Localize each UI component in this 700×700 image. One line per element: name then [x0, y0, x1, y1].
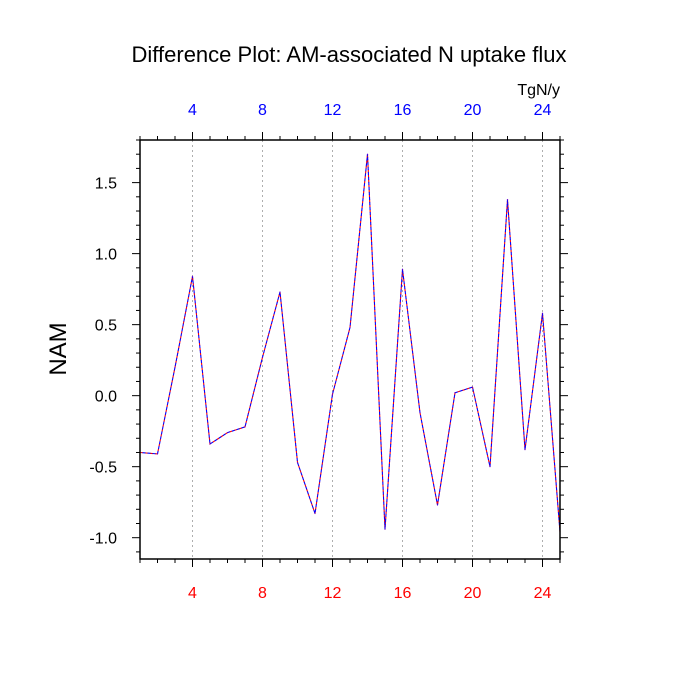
- data-point: [331, 393, 334, 395]
- tick-labels: 4 4 8 8 12 12 16 16 20 20 24 24 -1.0 -0.5 0.0 0.5 1.0 1.5: [89, 102, 551, 602]
- series-line-red: [139, 154, 561, 533]
- data-point: [384, 528, 386, 530]
- data-point: [156, 453, 159, 455]
- data-point: [296, 461, 299, 464]
- series: [139, 153, 561, 533]
- data-point: [244, 426, 246, 428]
- x-tick-label-bottom: 8: [258, 585, 267, 602]
- x-tick-label-bottom: 20: [464, 585, 482, 602]
- data-point: [436, 504, 439, 506]
- axis-ticks: [132, 132, 568, 567]
- plot-frame: [139, 139, 561, 560]
- data-point: [471, 386, 474, 388]
- units-label: TgN/y: [517, 82, 560, 99]
- data-point: [226, 431, 229, 434]
- x-tick-label-top: 20: [464, 102, 482, 119]
- data-point: [541, 312, 544, 314]
- x-tick-label-top: 8: [258, 102, 267, 119]
- data-point: [191, 275, 194, 277]
- data-point: [489, 466, 491, 468]
- data-point: [419, 412, 421, 414]
- chart-title: Difference Plot: AM-associated N uptake …: [132, 42, 567, 67]
- x-tick-label-bottom: 24: [534, 585, 552, 602]
- data-point: [279, 291, 281, 293]
- x-tick-label-bottom: 12: [324, 585, 342, 602]
- x-tick-label-top: 16: [394, 102, 412, 119]
- data-point: [261, 356, 264, 358]
- grid: [192, 140, 543, 559]
- x-tick-label-top: 24: [534, 102, 552, 119]
- y-tick-label: 1.5: [95, 176, 117, 193]
- x-tick-label-bottom: 4: [188, 585, 197, 602]
- data-point: [524, 449, 526, 451]
- data-point: [349, 326, 351, 329]
- y-tick-label: 0.0: [95, 389, 117, 406]
- data-point: [366, 153, 369, 155]
- data-point: [314, 512, 316, 515]
- series-line-blue: [139, 154, 561, 533]
- y-axis-label: NAM: [45, 322, 72, 375]
- x-tick-label-top: 12: [324, 102, 342, 119]
- data-point: [454, 392, 456, 394]
- data-point: [174, 366, 176, 368]
- y-tick-label: 1.0: [95, 247, 117, 264]
- data-point: [209, 443, 211, 445]
- data-point: [401, 268, 404, 270]
- x-tick-label-bottom: 16: [394, 585, 412, 602]
- data-point: [506, 199, 509, 201]
- y-tick-label: -0.5: [89, 460, 117, 477]
- y-tick-label: 0.5: [95, 318, 117, 335]
- y-tick-label: -1.0: [89, 531, 117, 548]
- x-tick-label-top: 4: [188, 102, 197, 119]
